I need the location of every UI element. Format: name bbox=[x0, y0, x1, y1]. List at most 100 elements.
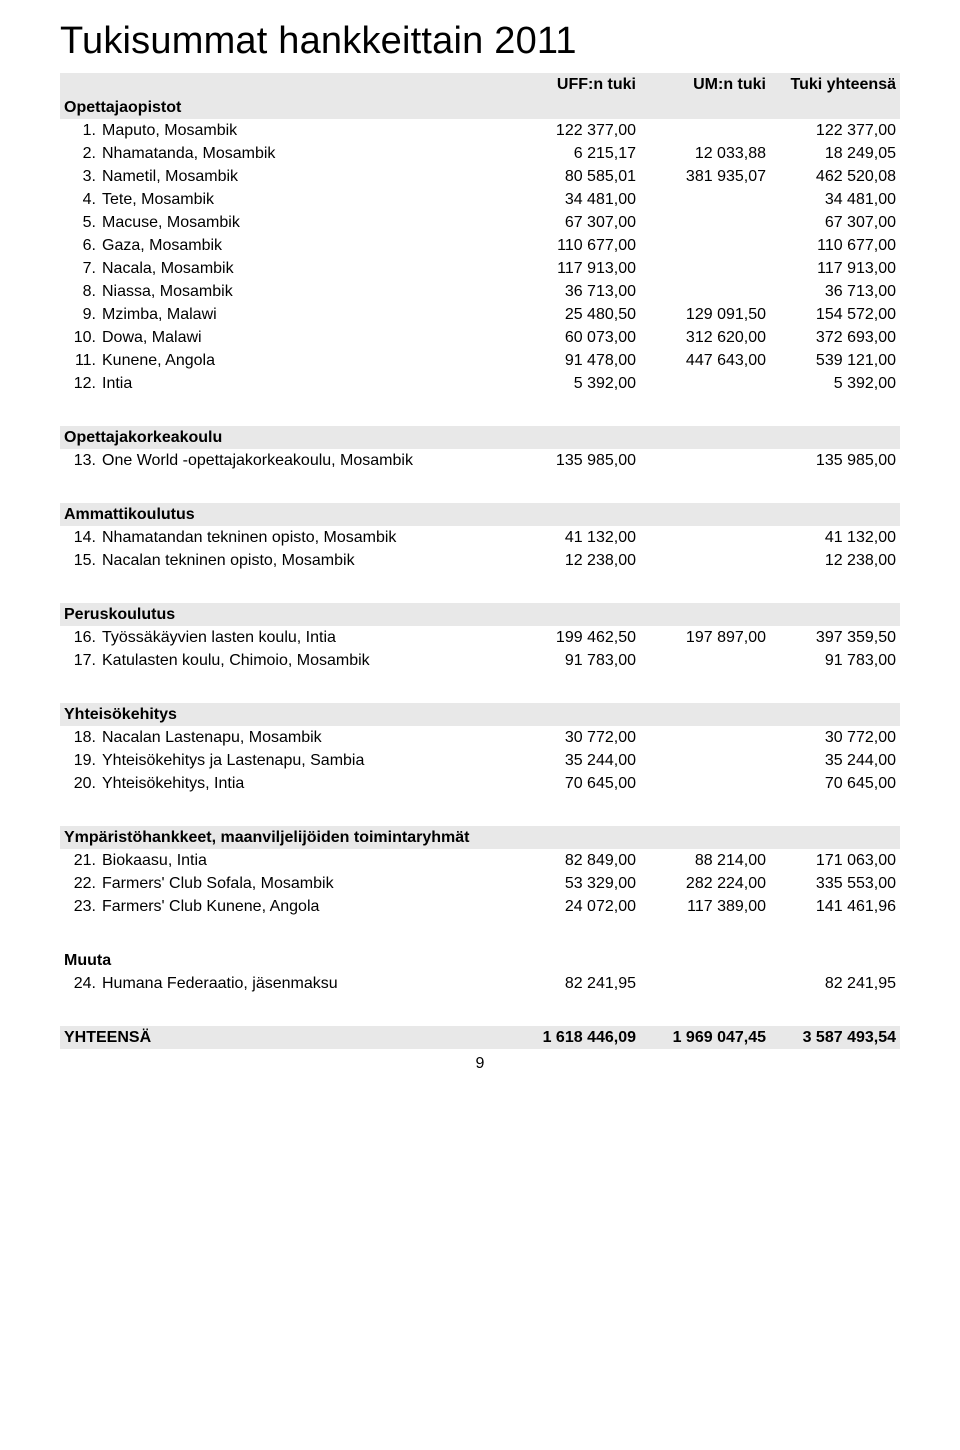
row-name: Nhamatanda, Mosambik bbox=[98, 142, 510, 165]
row-value: 91 783,00 bbox=[770, 649, 900, 672]
row-name: Dowa, Malawi bbox=[98, 326, 510, 349]
row-name: Humana Federaatio, jäsenmaksu bbox=[98, 972, 510, 995]
total-value: 1 969 047,45 bbox=[640, 1026, 770, 1049]
section-label: Yhteisökehitys bbox=[60, 703, 900, 726]
row-value bbox=[640, 372, 770, 395]
funding-table: UFF:n tukiUM:n tukiTuki yhteensäOpettaja… bbox=[60, 73, 900, 1049]
table-row: 12.Intia5 392,005 392,00 bbox=[60, 372, 900, 395]
table-row: 21.Biokaasu, Intia82 849,0088 214,00171 … bbox=[60, 849, 900, 872]
row-number: 4. bbox=[60, 188, 98, 211]
row-number: 12. bbox=[60, 372, 98, 395]
table-row: 5.Macuse, Mosambik67 307,0067 307,00 bbox=[60, 211, 900, 234]
row-name: Nacalan Lastenapu, Mosambik bbox=[98, 726, 510, 749]
table-row: 22.Farmers' Club Sofala, Mosambik53 329,… bbox=[60, 872, 900, 895]
table-row: 15.Nacalan tekninen opisto, Mosambik12 2… bbox=[60, 549, 900, 572]
table-row: 24.Humana Federaatio, jäsenmaksu82 241,9… bbox=[60, 972, 900, 995]
section-label: Muuta bbox=[60, 949, 900, 972]
row-name: Yhteisökehitys ja Lastenapu, Sambia bbox=[98, 749, 510, 772]
row-name: Katulasten koulu, Chimoio, Mosambik bbox=[98, 649, 510, 672]
table-row: 10.Dowa, Malawi60 073,00312 620,00372 69… bbox=[60, 326, 900, 349]
row-name: Nacala, Mosambik bbox=[98, 257, 510, 280]
row-name: Maputo, Mosambik bbox=[98, 119, 510, 142]
table-row: 23.Farmers' Club Kunene, Angola24 072,00… bbox=[60, 895, 900, 918]
row-value: 41 132,00 bbox=[510, 526, 640, 549]
table-row: 11.Kunene, Angola91 478,00447 643,00539 … bbox=[60, 349, 900, 372]
row-value: 5 392,00 bbox=[510, 372, 640, 395]
table-row: 13.One World -opettajakorkeakoulu, Mosam… bbox=[60, 449, 900, 472]
row-value bbox=[640, 772, 770, 795]
total-label: YHTEENSÄ bbox=[60, 1026, 510, 1049]
row-value: 70 645,00 bbox=[770, 772, 900, 795]
section-header-row: Opettajaopistot bbox=[60, 96, 900, 119]
table-row: 19.Yhteisökehitys ja Lastenapu, Sambia 35… bbox=[60, 749, 900, 772]
row-value: 539 121,00 bbox=[770, 349, 900, 372]
section-header-row: Ympäristöhankkeet, maanviljelijöiden toi… bbox=[60, 826, 900, 849]
row-value bbox=[640, 280, 770, 303]
row-number: 11. bbox=[60, 349, 98, 372]
row-value: 141 461,96 bbox=[770, 895, 900, 918]
row-value: 199 462,50 bbox=[510, 626, 640, 649]
row-number: 21. bbox=[60, 849, 98, 872]
total-row: YHTEENSÄ1 618 446,091 969 047,453 587 49… bbox=[60, 1026, 900, 1049]
table-row: 8.Niassa, Mosambik36 713,0036 713,00 bbox=[60, 280, 900, 303]
section-label: Opettajakorkeakoulu bbox=[60, 426, 900, 449]
row-value: 117 913,00 bbox=[510, 257, 640, 280]
row-value: 67 307,00 bbox=[510, 211, 640, 234]
row-value: 80 585,01 bbox=[510, 165, 640, 188]
row-value: 25 480,50 bbox=[510, 303, 640, 326]
row-value: 60 073,00 bbox=[510, 326, 640, 349]
row-number: 7. bbox=[60, 257, 98, 280]
row-value bbox=[640, 526, 770, 549]
row-number: 6. bbox=[60, 234, 98, 257]
row-name: Niassa, Mosambik bbox=[98, 280, 510, 303]
section-label: Peruskoulutus bbox=[60, 603, 900, 626]
row-value: 88 214,00 bbox=[640, 849, 770, 872]
table-row: 1.Maputo, Mosambik122 377,00122 377,00 bbox=[60, 119, 900, 142]
row-value: 67 307,00 bbox=[770, 211, 900, 234]
row-name: Gaza, Mosambik bbox=[98, 234, 510, 257]
row-value: 122 377,00 bbox=[510, 119, 640, 142]
row-value bbox=[640, 749, 770, 772]
row-name: Farmers' Club Sofala, Mosambik bbox=[98, 872, 510, 895]
section-label: Ammattikoulutus bbox=[60, 503, 900, 526]
row-value: 6 215,17 bbox=[510, 142, 640, 165]
row-name: Farmers' Club Kunene, Angola bbox=[98, 895, 510, 918]
row-number: 14. bbox=[60, 526, 98, 549]
row-value: 197 897,00 bbox=[640, 626, 770, 649]
row-number: 19. bbox=[60, 749, 98, 772]
page: Tukisummat hankkeittain 2011 UFF:n tukiU… bbox=[0, 0, 960, 1103]
row-value: 154 572,00 bbox=[770, 303, 900, 326]
table-row: 2.Nhamatanda, Mosambik6 215,1712 033,881… bbox=[60, 142, 900, 165]
row-value: 171 063,00 bbox=[770, 849, 900, 872]
row-name: Mzimba, Malawi bbox=[98, 303, 510, 326]
row-value: 5 392,00 bbox=[770, 372, 900, 395]
row-number: 10. bbox=[60, 326, 98, 349]
total-value: 3 587 493,54 bbox=[770, 1026, 900, 1049]
row-value: 129 091,50 bbox=[640, 303, 770, 326]
section-header-row: Muuta bbox=[60, 949, 900, 972]
row-name: Kunene, Angola bbox=[98, 349, 510, 372]
row-value: 34 481,00 bbox=[770, 188, 900, 211]
row-value: 122 377,00 bbox=[770, 119, 900, 142]
section-label: Ympäristöhankkeet, maanviljelijöiden toi… bbox=[60, 826, 900, 849]
row-value: 34 481,00 bbox=[510, 188, 640, 211]
column-header: Tuki yhteensä bbox=[770, 73, 900, 96]
row-number: 8. bbox=[60, 280, 98, 303]
row-number: 16. bbox=[60, 626, 98, 649]
row-value: 381 935,07 bbox=[640, 165, 770, 188]
row-value: 82 241,95 bbox=[770, 972, 900, 995]
row-value: 35 244,00 bbox=[770, 749, 900, 772]
row-value bbox=[640, 234, 770, 257]
row-value: 53 329,00 bbox=[510, 872, 640, 895]
row-value bbox=[640, 257, 770, 280]
row-value: 12 033,88 bbox=[640, 142, 770, 165]
row-name: Yhteisökehitys, Intia bbox=[98, 772, 510, 795]
row-value: 91 478,00 bbox=[510, 349, 640, 372]
row-number: 5. bbox=[60, 211, 98, 234]
row-number: 2. bbox=[60, 142, 98, 165]
row-value: 24 072,00 bbox=[510, 895, 640, 918]
row-number: 24. bbox=[60, 972, 98, 995]
row-value: 82 241,95 bbox=[510, 972, 640, 995]
row-number: 9. bbox=[60, 303, 98, 326]
row-value: 135 985,00 bbox=[770, 449, 900, 472]
